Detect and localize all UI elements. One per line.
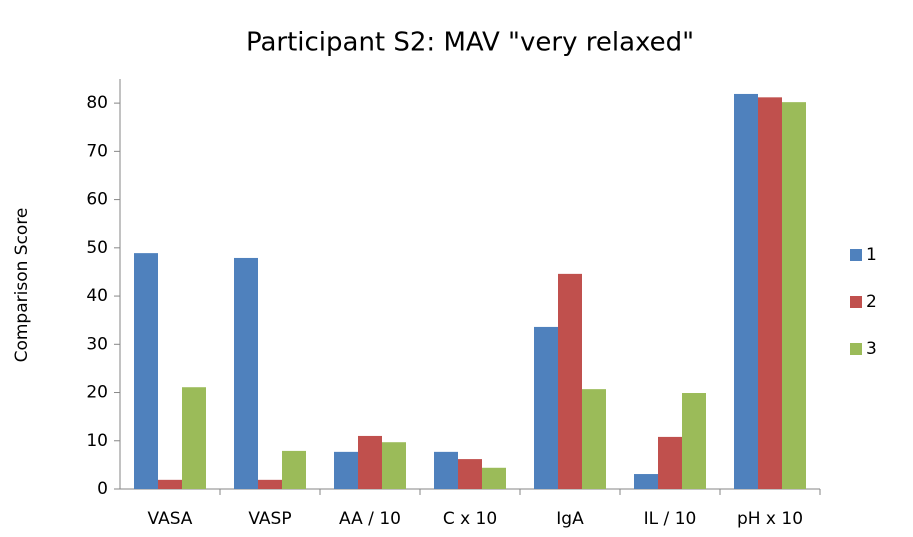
legend-swatch bbox=[850, 296, 862, 308]
bar bbox=[734, 93, 758, 489]
bar bbox=[758, 97, 782, 490]
y-tick-label: 40 bbox=[86, 286, 108, 306]
bar bbox=[634, 474, 658, 489]
bar bbox=[482, 467, 506, 489]
bar bbox=[358, 435, 382, 489]
bar bbox=[682, 393, 706, 489]
legend-swatch bbox=[850, 249, 862, 261]
bar bbox=[534, 326, 558, 489]
bar bbox=[134, 253, 158, 489]
chart-title: Participant S2: MAV "very relaxed" bbox=[246, 28, 694, 58]
bar bbox=[458, 459, 482, 489]
legend-swatch bbox=[850, 343, 862, 355]
x-tick-label: pH x 10 bbox=[737, 509, 803, 529]
legend-label: 3 bbox=[866, 339, 877, 359]
bar bbox=[782, 102, 806, 489]
x-tick-label: IgA bbox=[556, 509, 584, 529]
y-tick-label: 70 bbox=[86, 141, 108, 161]
y-tick-label: 30 bbox=[86, 334, 108, 354]
y-tick-label: 10 bbox=[86, 431, 108, 451]
bar bbox=[434, 451, 458, 489]
x-tick-label: VASA bbox=[148, 509, 193, 529]
bar bbox=[258, 479, 282, 489]
y-tick-label: 20 bbox=[86, 383, 108, 403]
y-tick-label: 0 bbox=[97, 479, 108, 499]
y-tick-label: 50 bbox=[86, 238, 108, 258]
bar bbox=[658, 436, 682, 489]
bar bbox=[334, 451, 358, 489]
y-tick-label: 80 bbox=[86, 93, 108, 113]
bar bbox=[382, 442, 406, 489]
legend-label: 2 bbox=[866, 292, 877, 312]
bar bbox=[558, 273, 582, 489]
x-tick-label: IL / 10 bbox=[644, 509, 697, 529]
legend-label: 1 bbox=[866, 245, 877, 265]
x-tick-label: C x 10 bbox=[443, 509, 497, 529]
x-tick-label: AA / 10 bbox=[339, 509, 401, 529]
y-tick-label: 60 bbox=[86, 190, 108, 210]
y-axis-label: Comparison Score bbox=[12, 208, 32, 363]
bar bbox=[158, 479, 182, 489]
bar bbox=[234, 257, 258, 489]
x-tick-label: VASP bbox=[248, 509, 291, 529]
bar bbox=[282, 450, 306, 489]
bar bbox=[182, 387, 206, 489]
bar bbox=[582, 389, 606, 489]
